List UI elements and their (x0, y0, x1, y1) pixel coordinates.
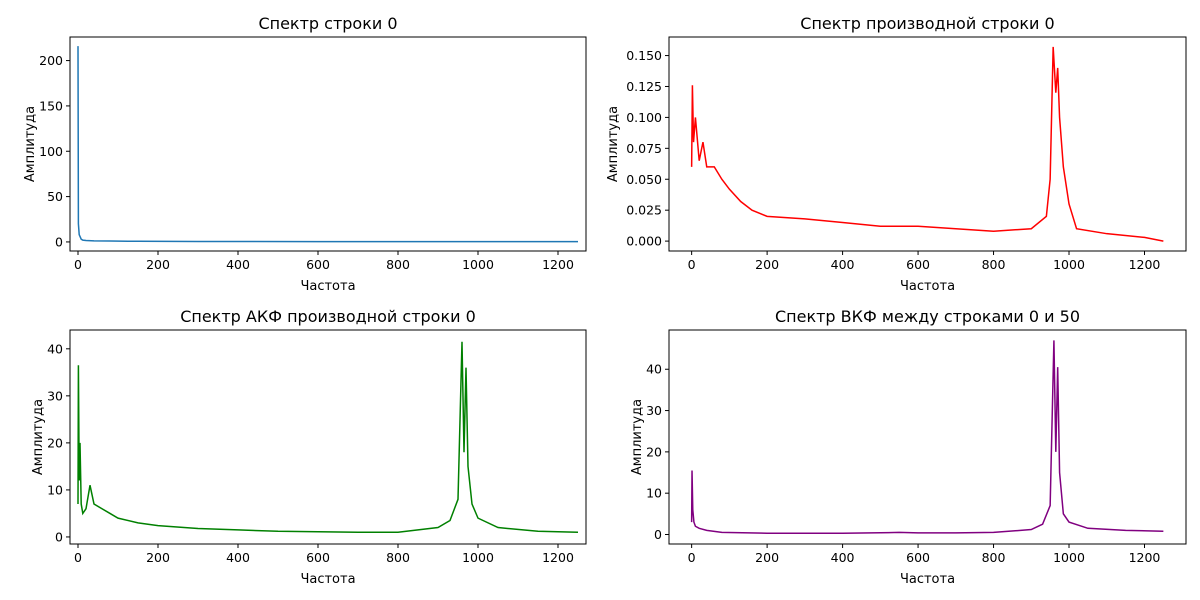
y-tick-label: 150 (39, 98, 63, 113)
chart-title: Спектр производной строки 0 (800, 14, 1054, 33)
y-tick-label: 0.125 (626, 79, 662, 94)
y-tick-label: 10 (646, 486, 662, 501)
axes-frame (668, 36, 1187, 252)
series-line (690, 46, 1164, 242)
x-tick-label: 600 (906, 257, 930, 272)
axes-frame (668, 329, 1187, 545)
y-axis-label: Амплитуда (606, 106, 621, 182)
x-tick-label: 200 (146, 550, 170, 565)
x-tick-label: 400 (226, 257, 250, 272)
x-tick-label: 1200 (542, 257, 574, 272)
y-tick-label: 100 (39, 144, 63, 159)
x-tick-label: 1000 (1053, 257, 1085, 272)
x-tick-label: 0 (74, 550, 82, 565)
y-axis-label: Амплитуда (31, 399, 46, 475)
x-tick-label: 200 (146, 257, 170, 272)
x-tick-label: 1000 (462, 257, 494, 272)
y-tick-label: 200 (39, 53, 63, 68)
x-tick-label: 800 (982, 257, 1006, 272)
y-tick-label: 30 (47, 388, 63, 403)
chart-title: Спектр АКФ производной строки 0 (180, 307, 476, 326)
series-line (690, 340, 1164, 535)
y-tick-label: 50 (47, 189, 63, 204)
x-tick-label: 0 (688, 257, 696, 272)
x-tick-label: 1200 (542, 550, 574, 565)
x-tick-label: 400 (831, 550, 855, 565)
chart-title: Спектр строки 0 (258, 14, 397, 33)
y-tick-label: 0.025 (626, 203, 662, 218)
y-tick-label: 0 (55, 529, 63, 544)
y-tick-label: 30 (646, 403, 662, 418)
series-line (77, 341, 579, 533)
x-tick-label: 1000 (462, 550, 494, 565)
x-tick-label: 600 (306, 550, 330, 565)
x-tick-label: 400 (226, 550, 250, 565)
x-tick-label: 800 (386, 257, 410, 272)
y-tick-label: 0.050 (626, 172, 662, 187)
x-tick-label: 600 (306, 257, 330, 272)
chart-title: Спектр ВКФ между строками 0 и 50 (775, 307, 1080, 326)
axes-frame (69, 36, 587, 252)
x-tick-label: 200 (755, 257, 779, 272)
x-tick-label: 1200 (1129, 550, 1161, 565)
x-tick-label: 200 (755, 550, 779, 565)
series-line (77, 46, 578, 243)
subplot-4: 0 200 400 600 800 1000 1200 0 10 20 30 40 Спектр ВКФ… (630, 307, 1187, 587)
y-tick-label: 40 (47, 341, 63, 356)
subplots-container: 0 200 400 600 800 1000 1200050100150200Спектр … (23, 14, 1187, 587)
subplot-3: 0 200 400 600 800 1000 1200 0 10 20 30 40 Спектр АКФ… (31, 307, 587, 587)
y-axis-label: Амплитуда (630, 399, 645, 475)
y-tick-label: 40 (646, 362, 662, 377)
x-tick-label: 0 (688, 550, 696, 565)
y-tick-label: 0.075 (626, 141, 662, 156)
x-tick-label: 800 (982, 550, 1006, 565)
x-tick-label: 1200 (1129, 257, 1161, 272)
y-tick-label: 20 (646, 444, 662, 459)
y-tick-label: 20 (47, 435, 63, 450)
y-axis-label: Амплитуда (23, 106, 38, 182)
x-axis-label: Частота (300, 279, 355, 294)
y-tick-label: 0 (55, 234, 63, 249)
subplot-1: 0 200 400 600 800 1000 1200 0 50 100 150 200 Спектр … (23, 14, 587, 294)
x-tick-label: 0 (74, 257, 82, 272)
x-axis-label: Частота (300, 572, 355, 587)
axes-frame (69, 329, 587, 545)
y-tick-label: 0.000 (626, 234, 662, 249)
y-tick-label: 10 (47, 482, 63, 497)
y-tick-label: 0.150 (626, 48, 662, 63)
x-tick-label: 400 (831, 257, 855, 272)
x-axis-label: Частота (900, 279, 955, 294)
x-tick-label: 600 (906, 550, 930, 565)
x-tick-label: 1000 (1053, 550, 1085, 565)
subplot-2: 0 200 400 600 800 1000 1200 0.000 0.025 0.050 0.07… (606, 14, 1187, 294)
x-tick-label: 800 (386, 550, 410, 565)
x-axis-label: Частота (900, 572, 955, 587)
y-tick-label: 0.100 (626, 110, 662, 125)
y-tick-label: 0 (654, 527, 662, 542)
